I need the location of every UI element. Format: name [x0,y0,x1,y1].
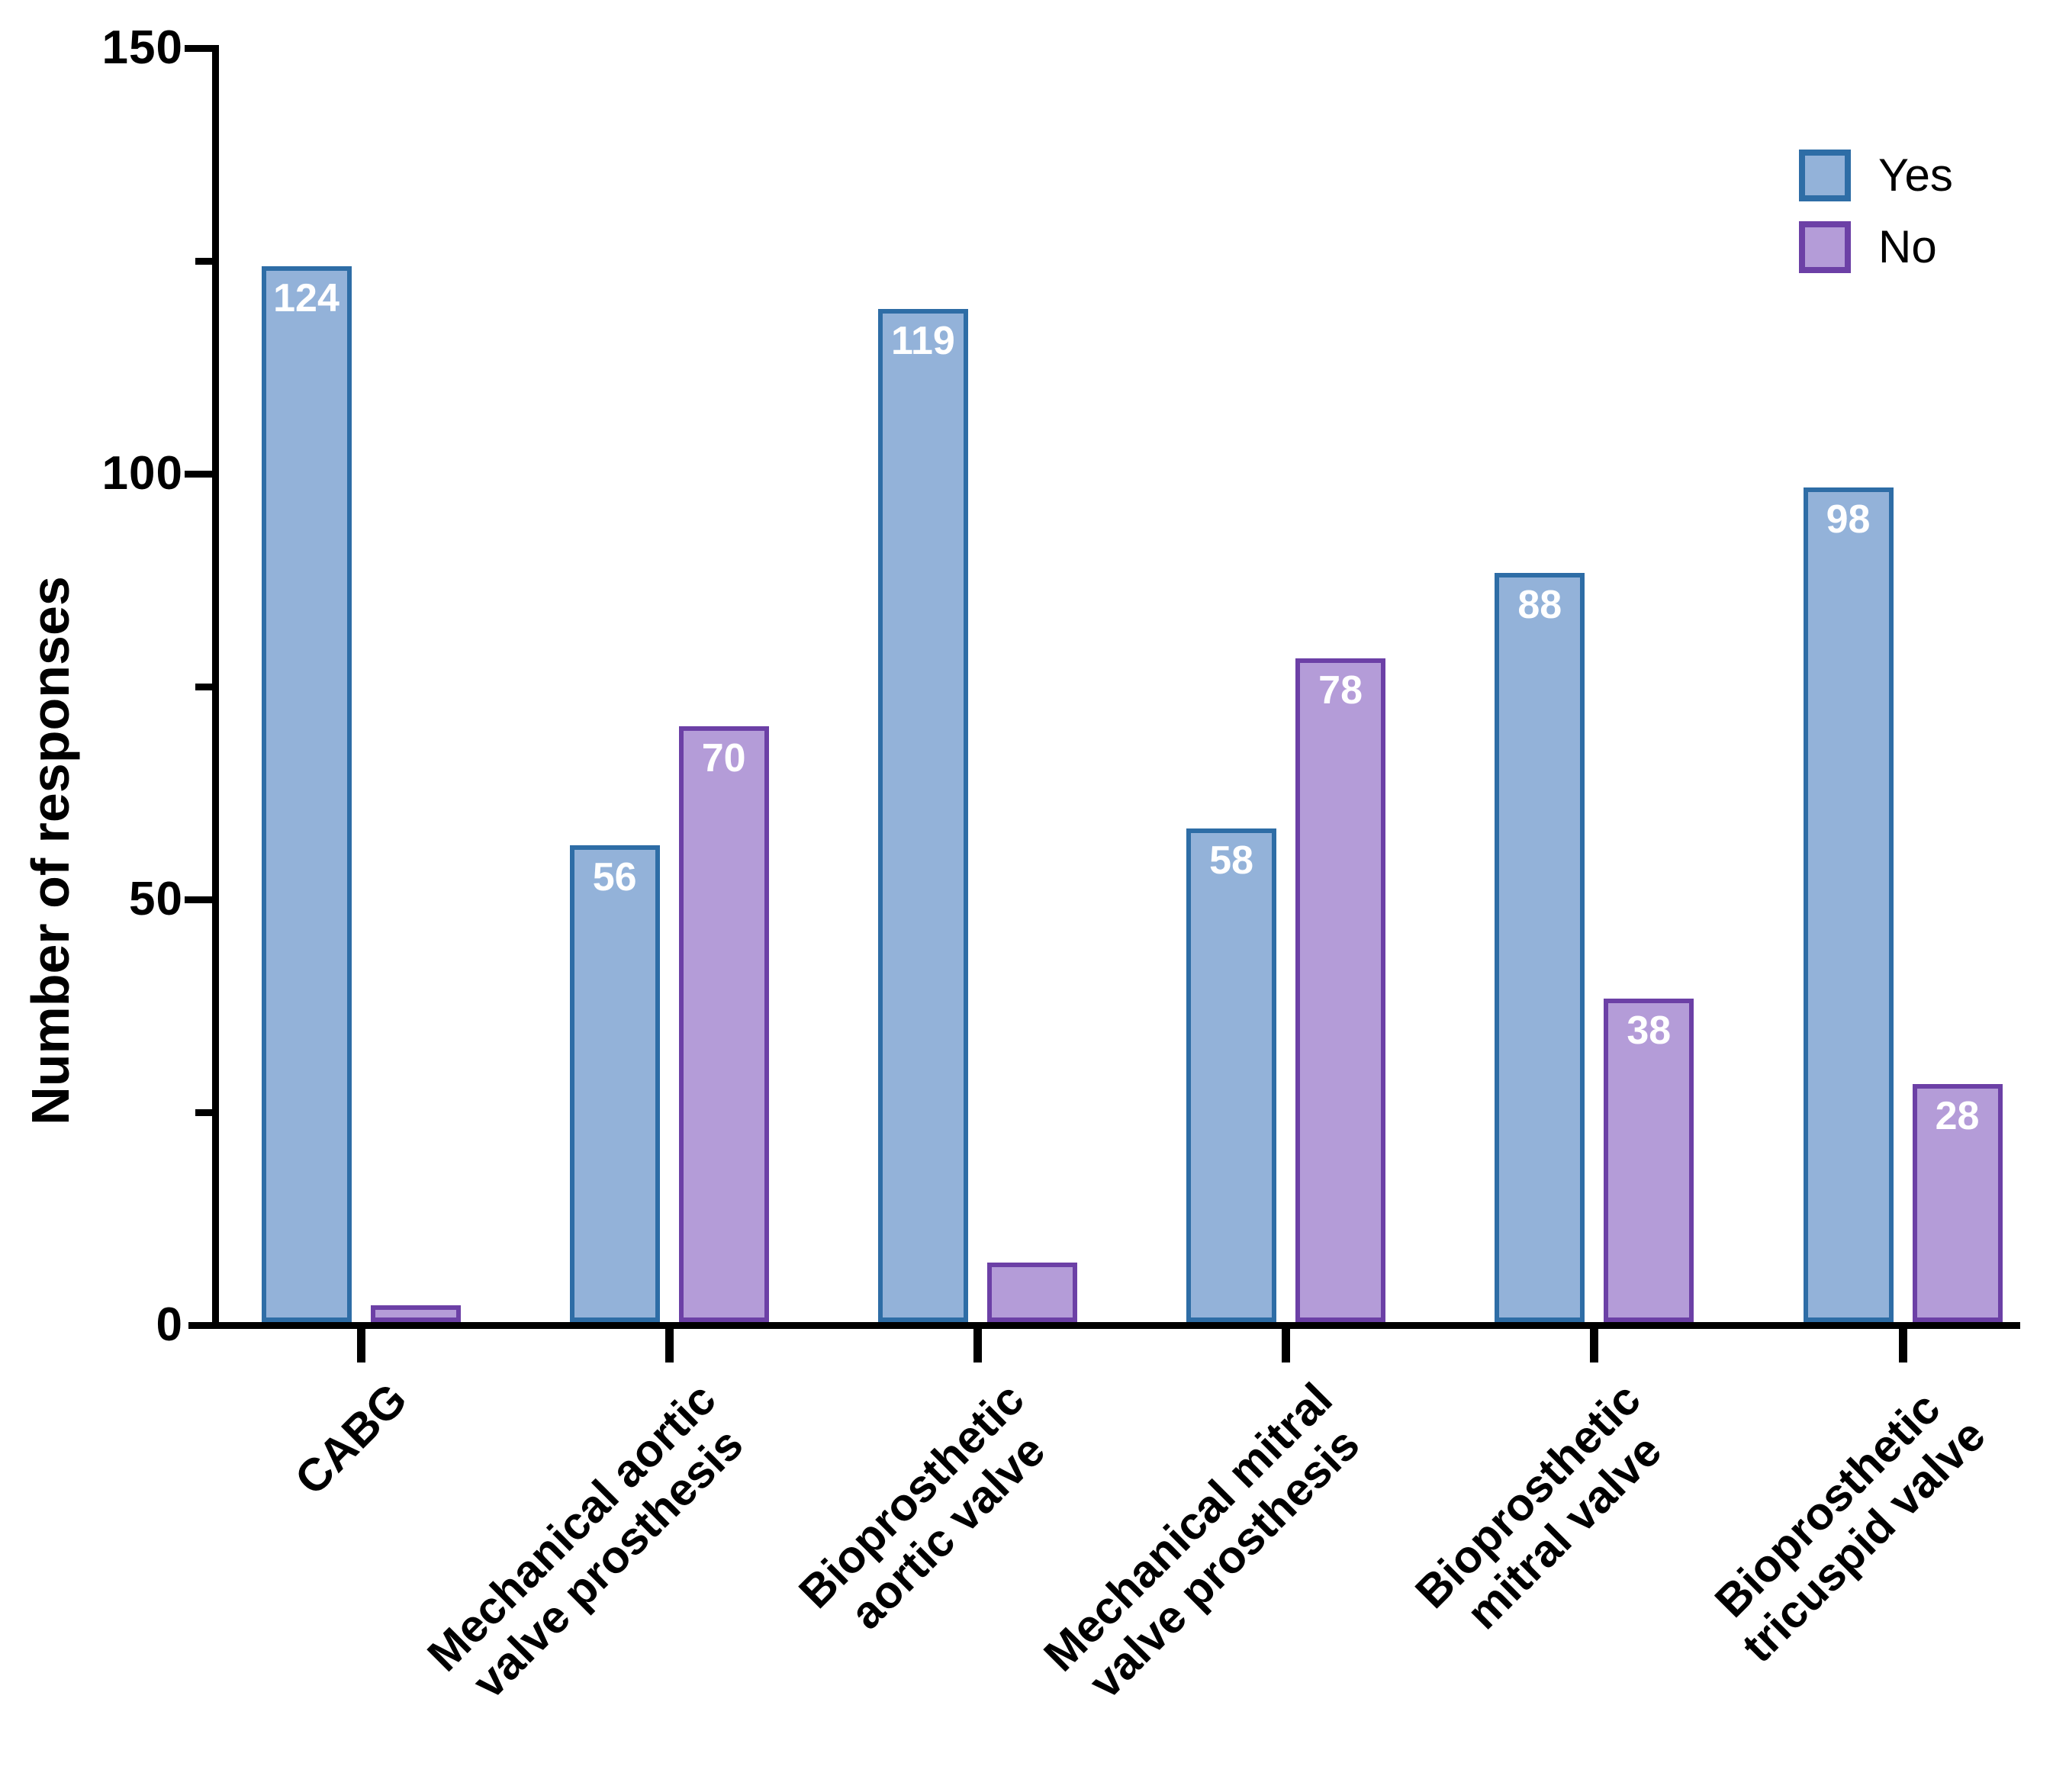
x-category-label: Bioprosthetic aortic valve [788,1373,1055,1639]
legend-item-no: No [1799,221,1953,273]
x-category-label: Mechanical mitral valve prosthesis [1034,1373,1369,1709]
bar-value-label: 78 [1318,668,1363,713]
bar-yes-1 [261,266,352,1322]
y-major-tick [185,45,212,52]
legend-item-yes: Yes [1799,150,1953,201]
bar-no-1 [370,1305,461,1322]
bar-no-6 [1912,1083,2003,1322]
bar-value-label: 58 [1209,838,1254,883]
x-category-label: Mechanical aortic valve prosthesis [417,1373,753,1709]
legend-label-yes: Yes [1878,150,1953,201]
bar-value-label: 56 [592,855,637,900]
bar-yes-6 [1803,487,1894,1322]
bar-no-3 [986,1262,1077,1322]
bar-value-label: 124 [273,276,339,321]
x-axis-line [188,1322,2020,1329]
legend-swatch-yes [1799,150,1851,201]
bar-no-5 [1604,998,1694,1322]
bar-value-label: 28 [1935,1093,1980,1138]
x-tick [1590,1329,1599,1362]
bar-yes-4 [1186,828,1277,1322]
y-tick-label: 0 [156,1298,183,1351]
x-category-label: CABG [285,1373,417,1505]
x-tick [356,1329,365,1362]
bar-yes-2 [569,845,660,1322]
legend-swatch-no [1799,221,1851,273]
y-minor-tick [195,684,212,690]
bar-no-4 [1295,658,1386,1322]
x-tick [664,1329,674,1362]
bar-value-label: 70 [701,735,746,780]
legend: Yes No [1799,150,1953,293]
bar-value-label: 38 [1627,1008,1672,1053]
y-minor-tick [195,1109,212,1116]
bar-value-label: 88 [1517,582,1562,627]
bar-yes-3 [877,308,968,1322]
x-tick [1898,1329,1907,1362]
x-tick [973,1329,982,1362]
y-tick-label: 150 [101,21,183,74]
x-tick [1282,1329,1291,1362]
bar-value-label: 119 [890,318,955,363]
y-tick-label: 100 [101,447,183,500]
legend-label-no: No [1878,221,1937,272]
x-category-label: Bioprosthetic tricuspid valve [1704,1382,1995,1672]
bar-no-2 [678,725,769,1322]
x-category-label: Bioprosthetic mitral valve [1405,1373,1672,1639]
y-minor-tick [195,258,212,265]
y-tick-label: 50 [129,873,183,925]
bar-value-label: 98 [1826,497,1871,542]
y-axis-line [212,45,219,1329]
y-major-tick [185,471,212,478]
bar-yes-5 [1495,572,1585,1322]
y-major-tick [185,896,212,903]
